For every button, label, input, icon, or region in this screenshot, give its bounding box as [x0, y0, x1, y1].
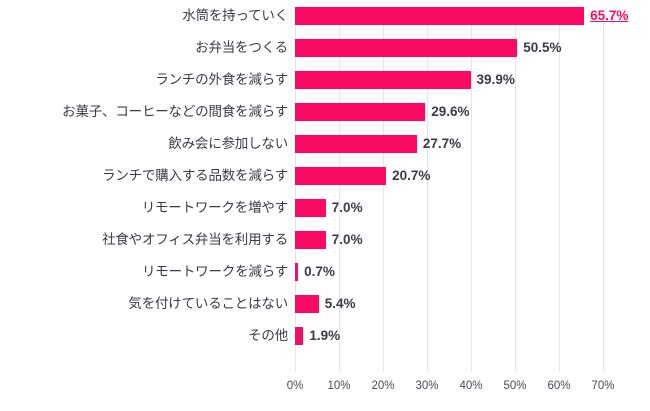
chart-row: その他 1.9%: [0, 320, 650, 352]
chart-row: 水筒を持っていく 65.7%: [0, 0, 650, 32]
bar-value-label: 20.7%: [392, 168, 431, 183]
x-axis: 0% 10% 20% 30% 40% 50% 60% 70%: [0, 372, 650, 411]
chart-row: お菓子、コーヒーなどの間食を減らす 29.6%: [0, 96, 650, 128]
chart-row: ランチで購入する品数を減らす 20.7%: [0, 160, 650, 192]
bar: [295, 39, 518, 57]
x-axis-tick-label: 60%: [547, 380, 571, 392]
bar: [295, 7, 585, 25]
chart-row: お弁当をつくる 50.5%: [0, 32, 650, 64]
bar: [295, 167, 387, 185]
category-label: ランチの外食を減らす: [155, 72, 288, 87]
bar-value-label: 7.0%: [331, 200, 363, 215]
category-label: お菓子、コーヒーなどの間食を減らす: [62, 104, 288, 119]
chart-row: 飲み会に参加しない 27.7%: [0, 128, 650, 160]
chart-row: リモートワークを増やす 7.0%: [0, 192, 650, 224]
bar: [295, 263, 299, 281]
gridline: [339, 20, 340, 372]
x-axis-tick-label: 30%: [415, 380, 439, 392]
bar-value-label: 27.7%: [422, 136, 462, 151]
bar: [295, 199, 326, 217]
x-axis-tick-label: 20%: [371, 380, 395, 392]
bar-value-label: 65.7%: [590, 8, 629, 23]
category-label: その他: [248, 328, 288, 343]
category-label: リモートワークを増やす: [141, 200, 289, 215]
gridline: [427, 20, 428, 372]
chart-row: リモートワークを減らす 0.7%: [0, 256, 650, 288]
x-axis-tick-label: 50%: [503, 380, 527, 392]
x-axis-tick-label: 70%: [591, 380, 615, 392]
category-label: 気を付けていることはない: [128, 296, 288, 311]
gridline: [295, 20, 296, 372]
x-axis-tick-label: 10%: [327, 380, 351, 392]
category-label: 水筒を持っていく: [182, 8, 288, 23]
category-label: ランチで購入する品数を減らす: [102, 168, 288, 183]
gridline: [559, 20, 560, 372]
bar-value-label: 29.6%: [431, 104, 470, 119]
bar-value-label: 1.9%: [309, 328, 341, 343]
bar: [295, 231, 326, 249]
bar: [295, 103, 426, 121]
bar-value-label: 39.9%: [476, 72, 515, 87]
plot-area: [295, 20, 604, 372]
x-axis-tick-label: 0%: [286, 380, 304, 392]
category-label: 飲み会に参加しない: [168, 136, 288, 151]
bar: [295, 135, 417, 153]
bar-value-label: 0.7%: [304, 264, 335, 279]
category-label: お弁当をつくる: [195, 40, 288, 55]
gridline: [515, 20, 516, 372]
chart-row: 気を付けていることはない 5.4%: [0, 288, 650, 320]
bar-value-label: 50.5%: [523, 40, 562, 55]
bar-value-label: 7.0%: [331, 232, 363, 247]
category-label: 社食やオフィス弁当を利用する: [102, 232, 288, 247]
gridline: [383, 20, 384, 372]
bar-value-label: 5.4%: [324, 296, 356, 311]
chart-row: 社食やオフィス弁当を利用する 7.0%: [0, 224, 650, 256]
gridline: [603, 20, 604, 372]
category-label: リモートワークを減らす: [141, 264, 288, 279]
bar: [295, 295, 319, 313]
x-axis-tick-label: 40%: [459, 380, 483, 392]
chart-row: ランチの外食を減らす 39.9%: [0, 64, 650, 96]
bar: [295, 71, 471, 89]
gridline: [471, 20, 472, 372]
chart-rows: 水筒を持っていく 65.7% お弁当をつくる 50.5% ランチの外食を減らす 39.9%…: [0, 0, 650, 352]
bar: [295, 327, 304, 345]
